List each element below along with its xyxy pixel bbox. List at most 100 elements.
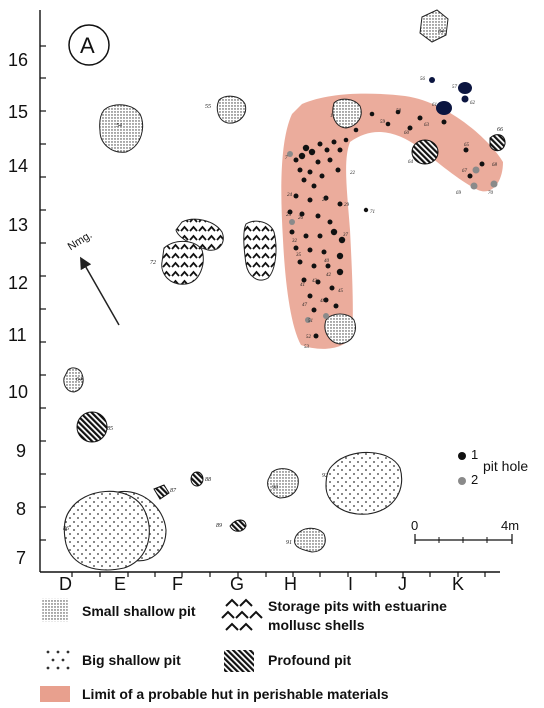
y-tick-16: 16 — [8, 50, 28, 70]
scale-end: 4m — [501, 518, 519, 533]
pit-hole-number: 59 — [380, 120, 386, 125]
pit-hole — [479, 161, 485, 167]
pit-hole-number: 63 — [424, 123, 430, 128]
pit-hole — [313, 333, 319, 339]
pit-hole — [407, 125, 413, 131]
feature-number: 89 — [216, 523, 222, 529]
legend: Small shallow pit Storage pits with estu… — [40, 597, 447, 702]
x-tick-I: I — [348, 574, 353, 594]
legend-small-shallow-swatch — [41, 597, 69, 623]
pit-hole — [307, 197, 313, 203]
pit-hole — [335, 167, 341, 173]
pit-hole — [363, 207, 369, 213]
pit-hole — [301, 177, 307, 183]
pit-hole-number: 51 — [308, 319, 313, 324]
pit-hole-number: 45 — [338, 289, 344, 294]
pit-hole — [333, 303, 339, 309]
pit-hole-legend-dot-1 — [458, 452, 466, 460]
pit-hole-number: 68 — [492, 163, 498, 168]
pit-hole — [315, 279, 321, 285]
pit-hole — [324, 147, 330, 153]
feature-number: 90 — [272, 485, 278, 491]
pit-hole — [299, 211, 305, 217]
feature-number: 66 — [497, 127, 503, 133]
pit-hole-number: 43 — [312, 279, 318, 284]
feature-number: 72 — [150, 260, 156, 266]
pit-hole — [287, 209, 293, 215]
x-axis-ticks — [71, 572, 486, 577]
pit-hole — [297, 259, 303, 265]
panel-label-text: A — [80, 33, 95, 58]
feature-number: 92 — [322, 473, 328, 479]
y-tick-14: 14 — [8, 156, 28, 176]
pit-hole — [307, 247, 313, 253]
pit-87-shape — [153, 484, 170, 500]
x-tick-F: F — [172, 574, 183, 594]
y-tick-9: 9 — [16, 441, 26, 461]
feature-number: 91 — [286, 540, 292, 546]
pit-hole-legend-dot-2 — [458, 477, 466, 485]
pit-84-shape — [419, 9, 449, 43]
pit-hole — [385, 121, 391, 127]
y-tick-7: 7 — [16, 548, 26, 568]
pit-hole — [336, 252, 344, 260]
pit-hole — [303, 233, 309, 239]
pit-hole-number: 62 — [470, 101, 476, 106]
pit-91-shape — [294, 527, 326, 553]
pit-hole-number: 65 — [464, 143, 470, 148]
pit-hole — [297, 167, 303, 173]
pit-hole-legend-num-2: 2 — [471, 472, 478, 487]
pit-hole — [307, 293, 313, 299]
pit-hole — [337, 201, 343, 207]
pit-hole-grey — [472, 166, 480, 174]
storage-pits — [161, 218, 277, 285]
scale-start: 0 — [411, 518, 418, 533]
hut-pit-north-shape — [332, 98, 362, 129]
pit-hole-number: 58 — [396, 109, 402, 114]
pit-hole-numbers: 1 7 24 25 26 28 29 37 32 35 40 42 43 41 … — [285, 77, 498, 350]
y-tick-10: 10 — [8, 382, 28, 402]
pit-hole-number: 71 — [370, 210, 375, 215]
pit-hole — [353, 127, 359, 133]
pit-hole — [311, 263, 317, 269]
pit-hole-grey — [470, 182, 478, 190]
pit-hole — [323, 195, 329, 201]
pit-hole-blue — [458, 82, 472, 94]
legend-storage-label-line2: mollusc shells — [268, 617, 365, 633]
y-tick-13: 13 — [8, 215, 28, 235]
pit-hole — [331, 139, 337, 145]
x-tick-G: G — [230, 574, 244, 594]
pit-hole-number: 53 — [304, 345, 310, 350]
feature-number: 88 — [205, 477, 211, 483]
big-shallow-pits — [63, 451, 403, 571]
pit-holes-blue — [429, 77, 472, 115]
pit-hole — [293, 245, 299, 251]
pit-hole-grey — [323, 313, 329, 319]
pit-hole — [395, 109, 401, 115]
y-axis-labels: 16 15 14 13 12 11 10 9 8 7 — [8, 50, 28, 568]
pit-55-shape — [216, 95, 247, 124]
pit-hole-grey — [287, 151, 293, 157]
pit-hole — [311, 183, 317, 189]
pit-hole-legend-label: pit hole — [483, 458, 528, 474]
pit-hole-legend-num-1: 1 — [471, 447, 478, 462]
pit-hole-blue — [461, 95, 469, 103]
pit-hole — [308, 148, 316, 156]
x-tick-H: H — [284, 574, 297, 594]
feature-number: 87 — [170, 488, 177, 494]
pit-hole-number: 24 — [287, 193, 293, 198]
north-label: Nmg. — [66, 229, 95, 253]
pit-hole-number: 67 — [462, 169, 468, 174]
pit-hole-blue — [436, 101, 452, 115]
pit-hole — [323, 297, 329, 303]
hut-pit-south-shape — [324, 313, 356, 345]
pit-hole-number: 61 — [432, 103, 437, 108]
scale-bar: 0 4m — [411, 518, 519, 544]
legend-hut-swatch — [40, 686, 70, 702]
pit-hole — [330, 228, 338, 236]
pit-hole-number: 69 — [456, 191, 462, 196]
pit-hole-number: 60 — [404, 131, 410, 136]
pit-hole — [336, 268, 344, 276]
x-tick-J: J — [398, 574, 407, 594]
